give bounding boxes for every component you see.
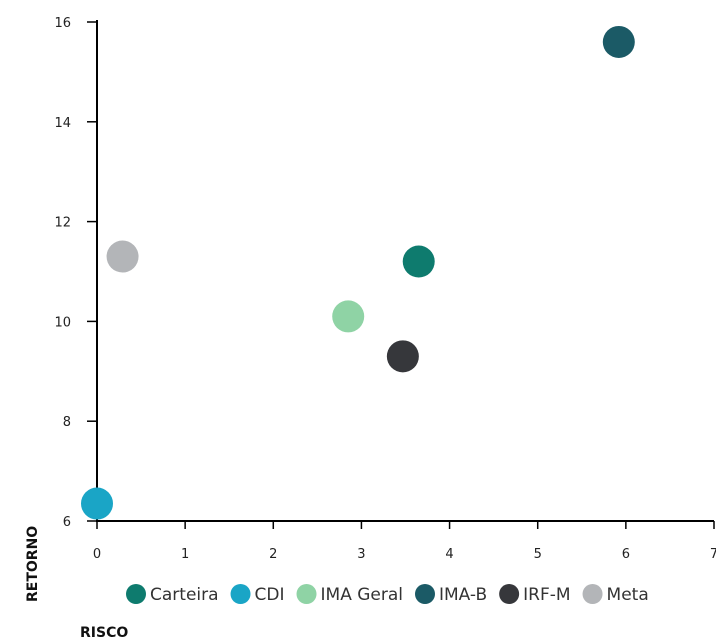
legend-swatch — [296, 584, 317, 604]
legend-label: Carteira — [150, 585, 219, 605]
y-tick-label: 10 — [54, 315, 71, 330]
legend-label: IMA Geral — [321, 585, 403, 605]
legend-swatch — [230, 584, 251, 604]
x-tick-label: 3 — [357, 547, 365, 562]
x-axis-title: RISCO — [80, 625, 128, 640]
legend-swatch — [415, 584, 435, 604]
point-ima-b — [602, 25, 635, 58]
legend-item-ima-geral: IMA Geral — [296, 584, 403, 605]
x-tick-label: 1 — [181, 547, 189, 562]
y-tick-label: 16 — [54, 16, 71, 31]
legend-item-carteira: Carteira — [126, 584, 219, 605]
legend-swatch — [126, 584, 146, 604]
legend-label: IMA-B — [439, 585, 487, 605]
legend-label: Meta — [607, 585, 649, 605]
point-cdi — [81, 487, 113, 520]
legend-label: IRF-M — [523, 585, 570, 605]
x-tick-label: 7 — [710, 547, 716, 562]
y-ticks: 6 8 10 12 14 16 — [54, 16, 97, 530]
legend-item-meta: Meta — [582, 584, 649, 605]
x-tick-label: 5 — [534, 547, 542, 562]
legend-item-cdi: CDI — [230, 584, 285, 605]
y-tick-label: 14 — [54, 116, 71, 131]
x-ticks: 0 1 2 3 4 5 6 7 — [93, 521, 716, 562]
legend-item-irf-m: IRF-M — [499, 584, 571, 605]
point-ima-geral — [332, 300, 365, 333]
y-axis-title: RETORNO — [25, 526, 41, 602]
point-carteira — [402, 245, 435, 278]
x-tick-label: 2 — [269, 547, 277, 562]
y-tick-label: 8 — [63, 415, 71, 430]
x-tick-label: 0 — [93, 547, 101, 562]
legend: Carteira CDI IMA Geral IMA-B IRF-M Meta — [126, 584, 649, 605]
point-meta — [106, 240, 139, 273]
legend-swatch — [499, 584, 520, 604]
legend-label: CDI — [255, 585, 285, 605]
y-tick-label: 12 — [54, 216, 71, 231]
legend-item-ima-b: IMA-B — [415, 584, 487, 605]
legend-swatch — [582, 584, 603, 604]
y-tick-label: 6 — [63, 515, 71, 530]
point-irf-m — [386, 340, 419, 373]
x-tick-label: 4 — [445, 547, 453, 562]
data-points — [81, 25, 635, 520]
x-tick-label: 6 — [622, 547, 630, 562]
axes — [96, 20, 714, 522]
